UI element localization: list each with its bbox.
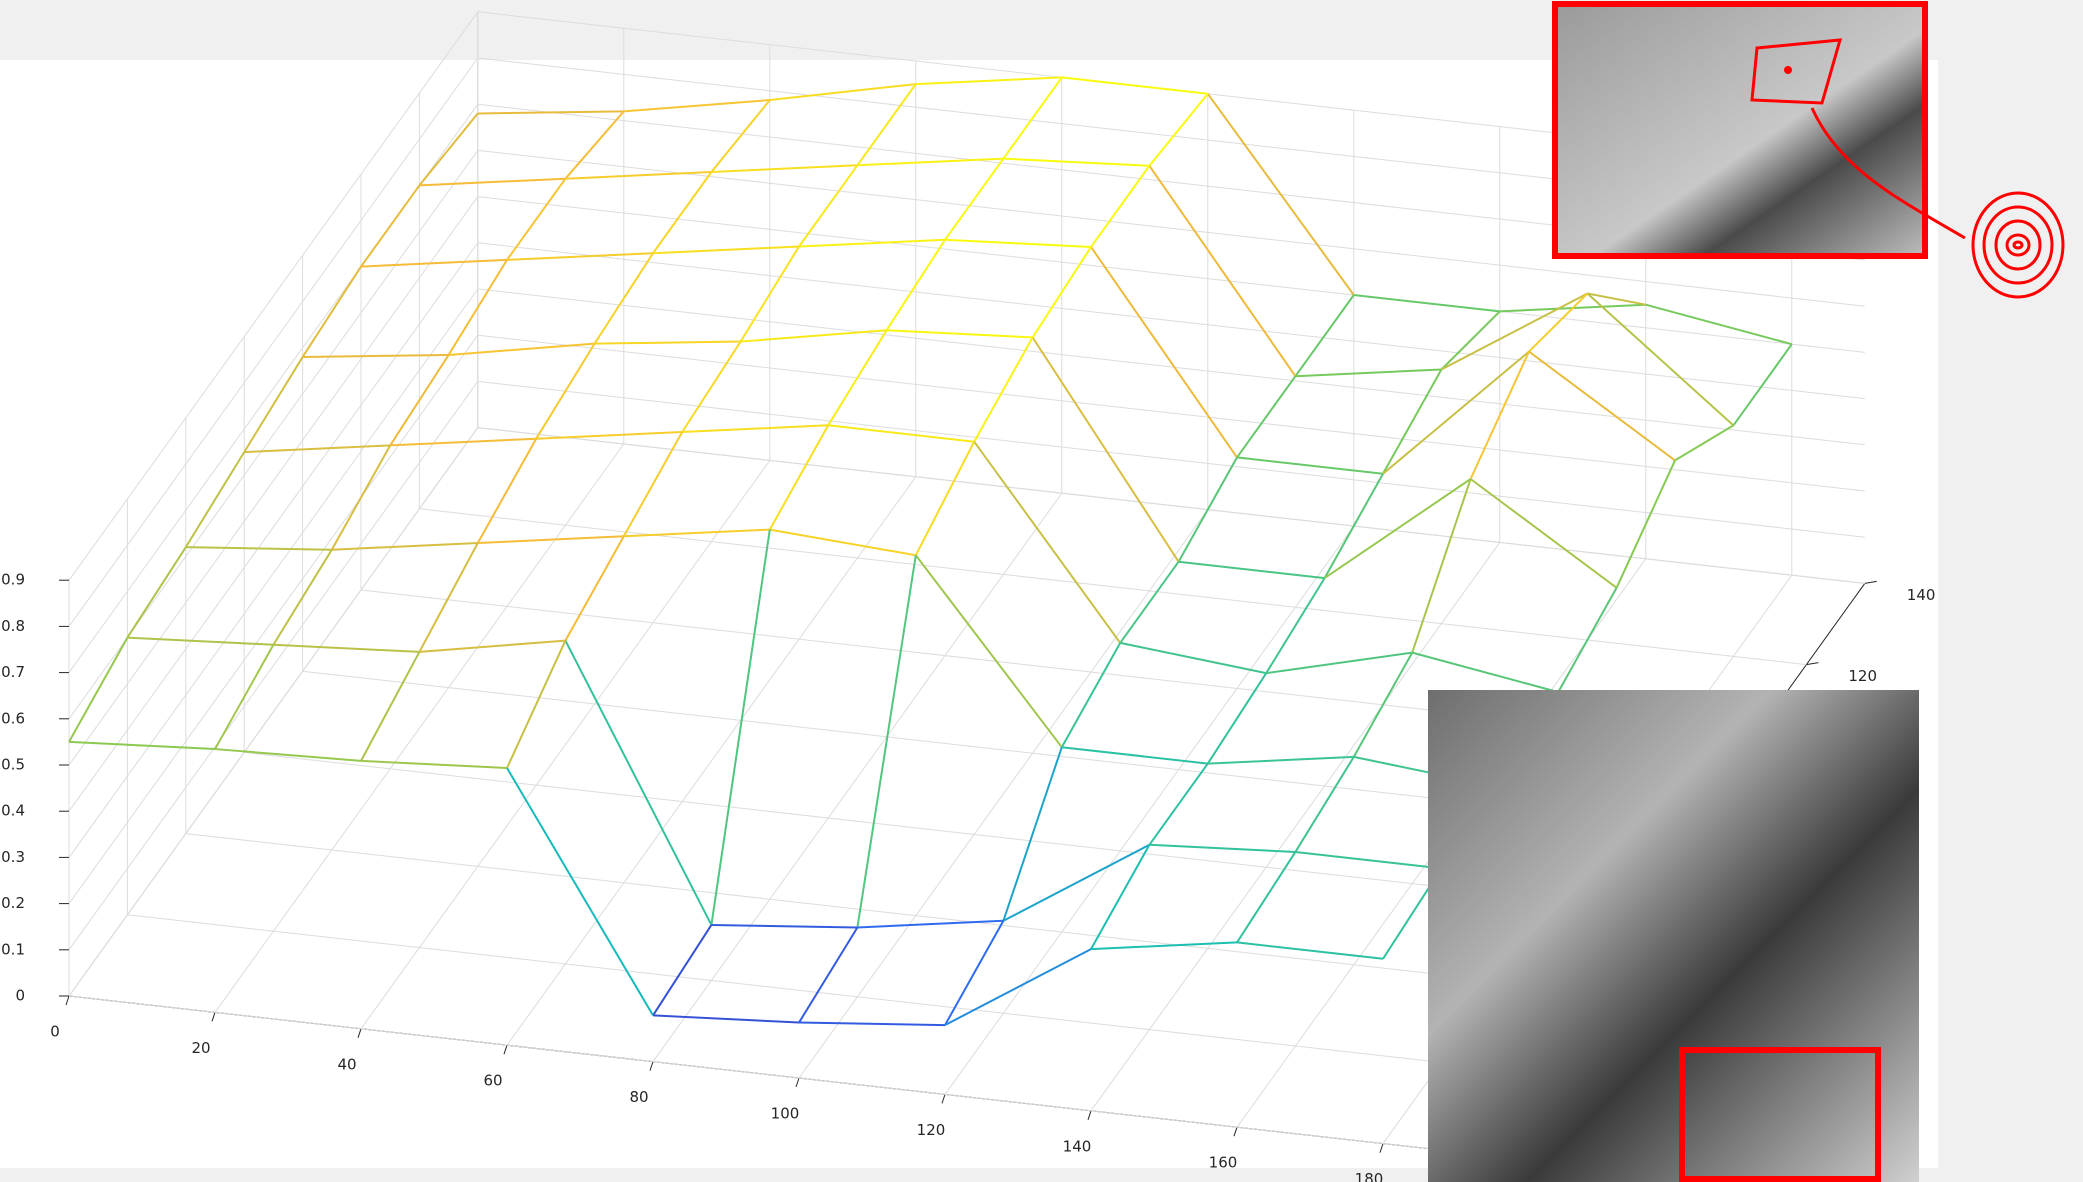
z-tick-label: 0.2 <box>1 894 25 912</box>
z-tick-label: 0.9 <box>1 571 25 589</box>
z-tick-label: 0.1 <box>1 940 25 958</box>
chart: 0204060801001201401601800204060801001201… <box>0 0 2083 1182</box>
z-tick-label: 0.7 <box>1 663 25 681</box>
x-tick-label: 100 <box>771 1105 800 1123</box>
z-tick-label: 0.8 <box>1 617 25 635</box>
x-tick-label: 160 <box>1209 1154 1238 1172</box>
x-tick-label: 60 <box>483 1072 502 1090</box>
x-tick-label: 20 <box>191 1039 210 1057</box>
z-tick-label: 0.4 <box>1 802 25 820</box>
z-tick-label: 0.3 <box>1 848 25 866</box>
x-tick-label: 120 <box>917 1121 946 1139</box>
x-tick-label: 180 <box>1355 1170 1384 1182</box>
y-tick-label: 120 <box>1848 667 1877 685</box>
x-tick-label: 140 <box>1063 1137 1092 1155</box>
z-tick-label: 0.5 <box>1 756 25 774</box>
x-tick-label: 40 <box>337 1055 356 1073</box>
y-tick-label: 140 <box>1907 586 1936 604</box>
z-tick-label: 0 <box>15 987 25 1005</box>
zoom-photo <box>1555 4 1925 256</box>
z-tick-label: 0.6 <box>1 709 25 727</box>
x-tick-label: 0 <box>50 1023 60 1041</box>
source-photo <box>1428 690 1919 1182</box>
annotation-rings <box>1973 193 2063 297</box>
page: {"chart_data": { "type": "mesh", "x": [0… <box>0 0 2083 1182</box>
annotation-dot <box>1784 66 1792 74</box>
x-tick-label: 80 <box>629 1088 648 1106</box>
